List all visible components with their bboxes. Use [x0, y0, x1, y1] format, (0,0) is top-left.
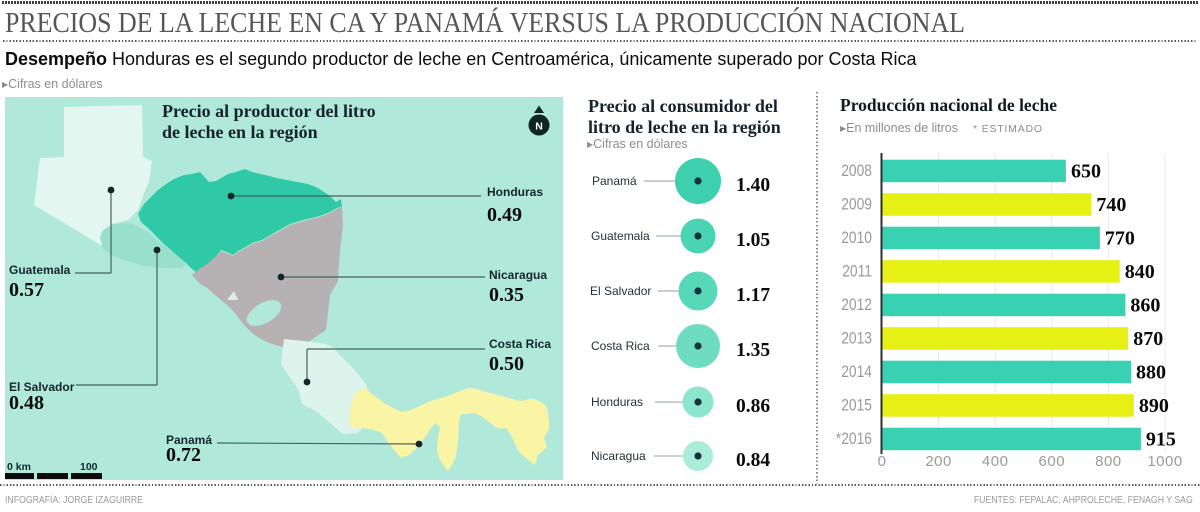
svg-text:870: 870 [1133, 328, 1163, 350]
svg-text:860: 860 [1130, 295, 1160, 317]
svg-text:1.05: 1.05 [736, 230, 770, 251]
svg-text:Panamá: Panamá [592, 174, 637, 188]
svg-text:Costa Rica: Costa Rica [591, 339, 650, 353]
svg-text:Nicaragua: Nicaragua [591, 449, 646, 463]
svg-text:Honduras: Honduras [591, 395, 643, 409]
svg-text:0.84: 0.84 [736, 450, 770, 471]
svg-text:2010: 2010 [841, 229, 872, 247]
svg-text:1.40: 1.40 [736, 175, 770, 196]
svg-text:915: 915 [1146, 429, 1176, 451]
svg-text:200: 200 [925, 453, 952, 470]
svg-text:1000: 1000 [1147, 453, 1182, 470]
svg-text:890: 890 [1139, 395, 1169, 417]
svg-text:800: 800 [1095, 453, 1122, 470]
svg-text:2015: 2015 [841, 397, 872, 415]
svg-text:770: 770 [1105, 228, 1135, 250]
svg-text:El Salvador: El Salvador [590, 284, 651, 298]
svg-text:0.86: 0.86 [736, 396, 770, 417]
svg-text:Guatemala: Guatemala [591, 229, 650, 243]
svg-text:0 km: 0 km [7, 461, 31, 473]
svg-text:2009: 2009 [841, 196, 872, 214]
svg-text:100: 100 [80, 461, 98, 473]
svg-text:650: 650 [1071, 161, 1101, 183]
svg-text:N: N [535, 121, 543, 133]
svg-text:2011: 2011 [842, 263, 872, 281]
svg-text:740: 740 [1096, 194, 1126, 216]
svg-text:2008: 2008 [841, 162, 872, 180]
svg-text:400: 400 [982, 453, 1009, 470]
svg-text:880: 880 [1136, 362, 1166, 384]
svg-text:600: 600 [1039, 453, 1066, 470]
svg-text:2013: 2013 [841, 330, 872, 348]
svg-text:0: 0 [878, 453, 887, 470]
svg-text:840: 840 [1125, 261, 1155, 283]
svg-text:1.35: 1.35 [736, 340, 770, 361]
svg-text:2012: 2012 [841, 296, 872, 314]
svg-text:*2016: *2016 [836, 430, 872, 448]
svg-text:1.17: 1.17 [736, 285, 770, 306]
svg-text:2014: 2014 [841, 363, 872, 381]
